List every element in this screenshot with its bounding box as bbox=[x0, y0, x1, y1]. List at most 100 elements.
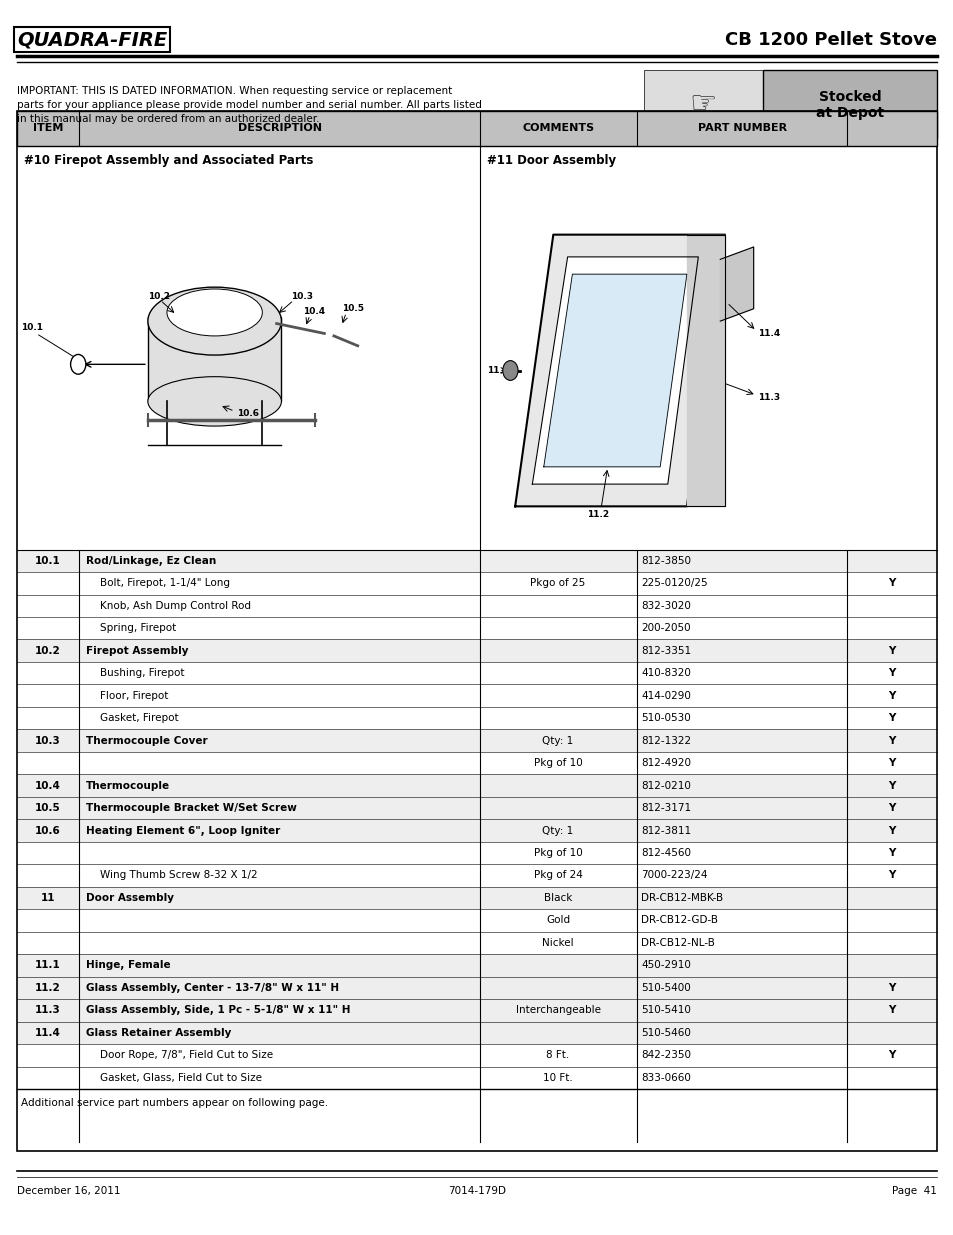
FancyBboxPatch shape bbox=[17, 662, 936, 684]
Text: 510-5460: 510-5460 bbox=[640, 1028, 690, 1037]
Text: December 16, 2011: December 16, 2011 bbox=[17, 1186, 120, 1195]
Text: Firepot Assembly: Firepot Assembly bbox=[86, 646, 188, 656]
Text: 10.2: 10.2 bbox=[148, 291, 170, 301]
FancyBboxPatch shape bbox=[148, 317, 281, 401]
FancyBboxPatch shape bbox=[17, 977, 936, 999]
Text: 11.3: 11.3 bbox=[35, 1005, 60, 1015]
Text: 812-1322: 812-1322 bbox=[640, 736, 691, 746]
Text: 833-0660: 833-0660 bbox=[640, 1073, 690, 1083]
Text: Qty: 1: Qty: 1 bbox=[542, 736, 573, 746]
Text: DR-CB12-NL-B: DR-CB12-NL-B bbox=[640, 937, 714, 948]
Text: 410-8320: 410-8320 bbox=[640, 668, 690, 678]
Text: 11: 11 bbox=[40, 893, 55, 903]
Text: Thermocouple Bracket W/Set Screw: Thermocouple Bracket W/Set Screw bbox=[86, 803, 296, 813]
Text: 510-5410: 510-5410 bbox=[640, 1005, 690, 1015]
Text: Y: Y bbox=[887, 1050, 895, 1061]
Text: Y: Y bbox=[887, 983, 895, 993]
Text: Y: Y bbox=[887, 646, 895, 656]
FancyBboxPatch shape bbox=[17, 640, 936, 662]
Text: Nickel: Nickel bbox=[541, 937, 574, 948]
Text: Rod/Linkage, Ez Clean: Rod/Linkage, Ez Clean bbox=[86, 556, 216, 566]
Circle shape bbox=[502, 361, 517, 380]
Text: DESCRIPTION: DESCRIPTION bbox=[237, 124, 321, 133]
FancyBboxPatch shape bbox=[17, 618, 936, 640]
Text: Thermocouple: Thermocouple bbox=[86, 781, 170, 790]
Text: PART NUMBER: PART NUMBER bbox=[697, 124, 786, 133]
FancyBboxPatch shape bbox=[17, 1021, 936, 1044]
Text: Stocked
at Depot: Stocked at Depot bbox=[815, 90, 883, 120]
FancyBboxPatch shape bbox=[17, 955, 936, 977]
Text: Hinge, Female: Hinge, Female bbox=[86, 961, 171, 971]
Text: 10 Ft.: 10 Ft. bbox=[542, 1073, 573, 1083]
FancyBboxPatch shape bbox=[17, 1044, 936, 1067]
FancyBboxPatch shape bbox=[17, 1067, 936, 1089]
Text: CB 1200 Pellet Stove: CB 1200 Pellet Stove bbox=[724, 31, 936, 48]
Text: 8 Ft.: 8 Ft. bbox=[546, 1050, 569, 1061]
Text: 11.4: 11.4 bbox=[758, 329, 780, 338]
Text: Pkg of 24: Pkg of 24 bbox=[533, 871, 582, 881]
Polygon shape bbox=[543, 274, 686, 467]
Text: Gasket, Glass, Field Cut to Size: Gasket, Glass, Field Cut to Size bbox=[100, 1073, 262, 1083]
Text: Y: Y bbox=[887, 825, 895, 836]
FancyBboxPatch shape bbox=[17, 909, 936, 931]
Text: 7014-179D: 7014-179D bbox=[448, 1186, 505, 1195]
Text: 414-0290: 414-0290 bbox=[640, 690, 690, 700]
Text: Y: Y bbox=[887, 781, 895, 790]
Text: 832-3020: 832-3020 bbox=[640, 600, 690, 611]
Text: #10 Firepot Assembly and Associated Parts: #10 Firepot Assembly and Associated Part… bbox=[24, 154, 313, 168]
Text: 10.2: 10.2 bbox=[35, 646, 60, 656]
FancyBboxPatch shape bbox=[17, 774, 936, 797]
Text: 812-4560: 812-4560 bbox=[640, 848, 690, 858]
Text: Bolt, Firepot, 1-1/4" Long: Bolt, Firepot, 1-1/4" Long bbox=[100, 578, 230, 588]
Polygon shape bbox=[686, 235, 724, 506]
Text: 10.5: 10.5 bbox=[35, 803, 60, 813]
Text: 812-0210: 812-0210 bbox=[640, 781, 690, 790]
Text: 10.1: 10.1 bbox=[21, 322, 43, 332]
Text: Y: Y bbox=[887, 668, 895, 678]
Text: Gasket, Firepot: Gasket, Firepot bbox=[100, 713, 178, 724]
Polygon shape bbox=[515, 235, 724, 506]
Text: Door Rope, 7/8", Field Cut to Size: Door Rope, 7/8", Field Cut to Size bbox=[100, 1050, 273, 1061]
Text: Spring, Firepot: Spring, Firepot bbox=[100, 624, 176, 634]
FancyBboxPatch shape bbox=[17, 684, 936, 706]
FancyBboxPatch shape bbox=[762, 70, 936, 138]
FancyBboxPatch shape bbox=[17, 550, 936, 572]
Text: Knob, Ash Dump Control Rod: Knob, Ash Dump Control Rod bbox=[100, 600, 251, 611]
Text: 200-2050: 200-2050 bbox=[640, 624, 690, 634]
FancyBboxPatch shape bbox=[643, 70, 762, 138]
Text: Y: Y bbox=[887, 848, 895, 858]
Polygon shape bbox=[720, 247, 753, 321]
FancyBboxPatch shape bbox=[17, 572, 936, 594]
Text: Floor, Firepot: Floor, Firepot bbox=[100, 690, 169, 700]
Text: 225-0120/25: 225-0120/25 bbox=[640, 578, 707, 588]
FancyBboxPatch shape bbox=[17, 752, 936, 774]
Text: DR-CB12-MBK-B: DR-CB12-MBK-B bbox=[640, 893, 722, 903]
Text: 11.1: 11.1 bbox=[35, 961, 60, 971]
FancyBboxPatch shape bbox=[17, 864, 936, 887]
Text: Wing Thumb Screw 8-32 X 1/2: Wing Thumb Screw 8-32 X 1/2 bbox=[100, 871, 257, 881]
Text: 11.4: 11.4 bbox=[34, 1028, 61, 1037]
Text: 10.6: 10.6 bbox=[35, 825, 60, 836]
Text: 10.3: 10.3 bbox=[291, 291, 313, 301]
Text: Glass Assembly, Center - 13-7/8" W x 11" H: Glass Assembly, Center - 13-7/8" W x 11"… bbox=[86, 983, 338, 993]
Text: Bushing, Firepot: Bushing, Firepot bbox=[100, 668, 185, 678]
Text: 510-0530: 510-0530 bbox=[640, 713, 690, 724]
Text: 450-2910: 450-2910 bbox=[640, 961, 690, 971]
Text: 812-3351: 812-3351 bbox=[640, 646, 691, 656]
Text: Y: Y bbox=[887, 1005, 895, 1015]
Text: COMMENTS: COMMENTS bbox=[521, 124, 594, 133]
Text: Black: Black bbox=[543, 893, 572, 903]
Text: QUADRA-FIRE: QUADRA-FIRE bbox=[17, 30, 167, 49]
Text: Y: Y bbox=[887, 758, 895, 768]
Text: IMPORTANT: THIS IS DATED INFORMATION. When requesting service or replacement
par: IMPORTANT: THIS IS DATED INFORMATION. Wh… bbox=[17, 86, 481, 125]
Text: 10.6: 10.6 bbox=[236, 409, 258, 419]
FancyBboxPatch shape bbox=[17, 594, 936, 618]
Text: ITEM: ITEM bbox=[32, 124, 63, 133]
Text: Door Assembly: Door Assembly bbox=[86, 893, 173, 903]
FancyBboxPatch shape bbox=[17, 999, 936, 1021]
Ellipse shape bbox=[167, 289, 262, 336]
Text: 7000-223/24: 7000-223/24 bbox=[640, 871, 707, 881]
Text: Thermocouple Cover: Thermocouple Cover bbox=[86, 736, 207, 746]
FancyBboxPatch shape bbox=[17, 111, 936, 146]
Text: 812-4920: 812-4920 bbox=[640, 758, 690, 768]
